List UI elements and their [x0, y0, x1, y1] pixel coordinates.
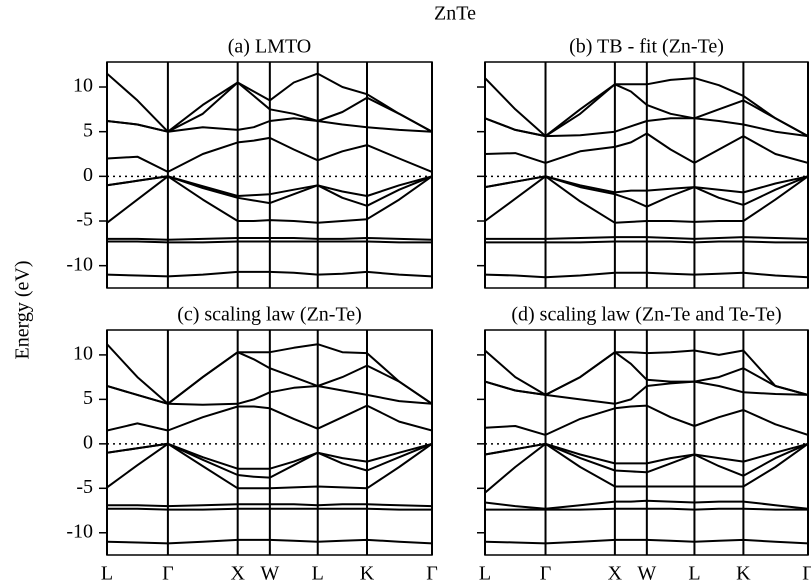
y-tick-label: 10 — [73, 75, 93, 97]
panel-title: (c) scaling law (Zn-Te) — [177, 304, 362, 326]
band-line — [107, 538, 432, 545]
band-line — [107, 507, 432, 511]
y-tick-label: -10 — [66, 253, 93, 275]
band-line — [485, 271, 808, 279]
band-line — [485, 77, 808, 138]
band-line — [485, 240, 808, 244]
y-tick-label: 10 — [73, 342, 93, 364]
band-line — [485, 507, 808, 511]
y-tick-label: -5 — [76, 209, 93, 231]
x-tick-label: X — [230, 563, 245, 585]
panel-title: (b) TB - fit (Zn-Te) — [569, 36, 724, 58]
band-line — [107, 343, 432, 405]
band-line — [485, 132, 808, 164]
y-tick-label: -10 — [66, 520, 93, 542]
x-tick-label: K — [736, 563, 751, 585]
band-line — [107, 237, 432, 241]
y-tick-label: 0 — [83, 164, 93, 186]
x-tick-label: Γ — [426, 563, 438, 585]
band-line — [485, 175, 808, 194]
x-tick-label: X — [608, 563, 623, 585]
x-tick-label: Γ — [802, 563, 811, 585]
figure-title: ZnTe — [434, 3, 476, 25]
band-line — [107, 175, 432, 197]
panel-title: (d) scaling law (Zn-Te and Te-Te) — [511, 304, 781, 326]
band-line — [107, 136, 432, 173]
x-tick-label: Γ — [540, 563, 552, 585]
y-tick-label: 5 — [83, 119, 93, 141]
band-line — [107, 270, 432, 278]
band-line — [485, 442, 808, 465]
y-tick-label: 0 — [83, 431, 93, 453]
x-tick-label: L — [479, 563, 491, 585]
x-tick-label: L — [101, 563, 113, 585]
y-tick-label: -5 — [76, 476, 93, 498]
band-line — [485, 236, 808, 240]
x-tick-label: W — [260, 563, 279, 585]
x-tick-label: L — [312, 563, 324, 585]
x-tick-label: W — [637, 563, 656, 585]
x-tick-label: L — [688, 563, 700, 585]
x-tick-label: K — [360, 563, 375, 585]
band-line — [485, 349, 808, 396]
band-line — [107, 503, 432, 508]
band-line — [107, 72, 432, 133]
panel-title: (a) LMTO — [228, 36, 312, 58]
band-line — [107, 240, 432, 244]
y-tick-label: 5 — [83, 387, 93, 409]
x-tick-label: Γ — [162, 563, 174, 585]
band-line — [107, 404, 432, 432]
band-line — [107, 442, 432, 470]
y-axis-label: Energy (eV) — [12, 260, 34, 359]
band-line — [485, 404, 808, 436]
band-line — [485, 538, 808, 545]
